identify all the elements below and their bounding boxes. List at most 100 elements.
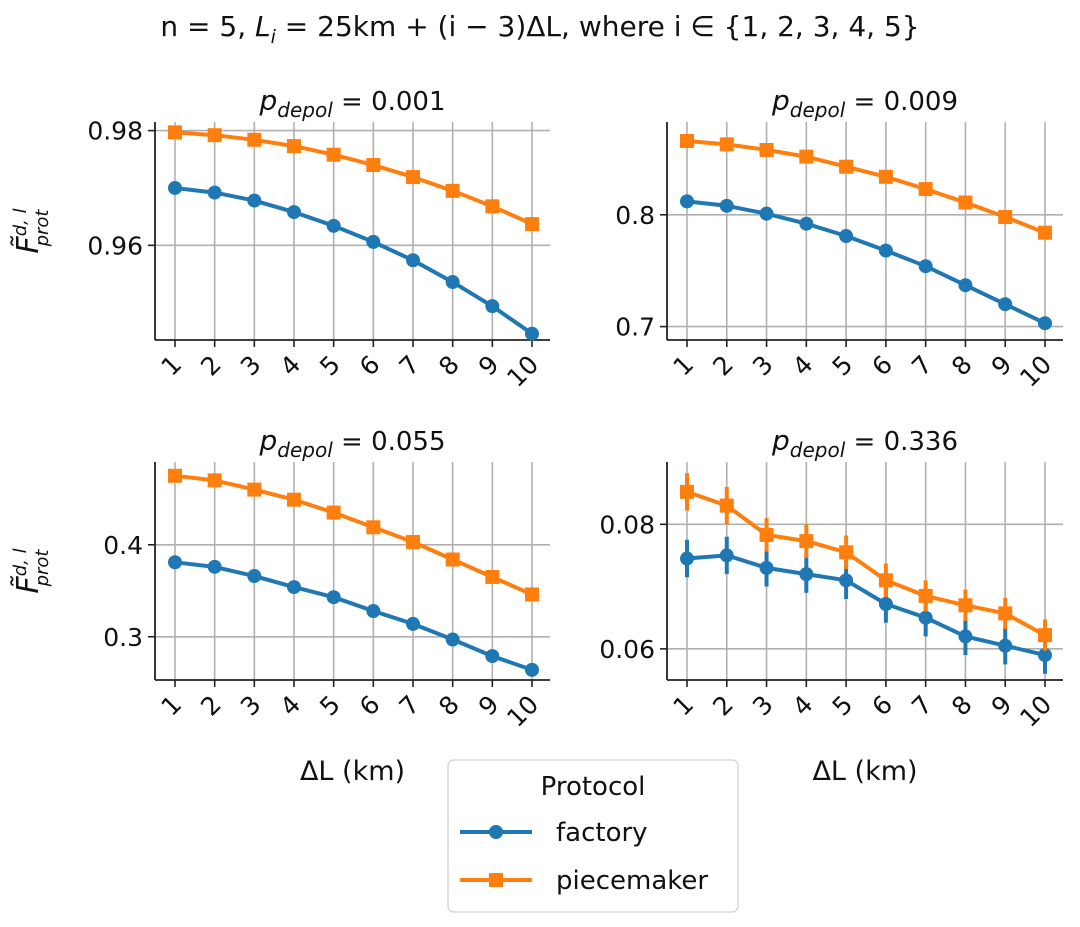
title-value: = 0.001 — [333, 87, 446, 117]
series-line-piecemaker — [174, 130, 533, 226]
title-param-main: p — [771, 424, 790, 457]
data-point-circle — [918, 610, 933, 625]
data-point-circle — [207, 559, 222, 574]
data-point-square — [878, 169, 893, 184]
ylabel-sup: d, l — [10, 208, 31, 236]
data-point-circle — [445, 275, 460, 290]
data-point-circle — [799, 567, 814, 582]
data-point-square — [878, 573, 893, 588]
x-tick-label: 1 — [667, 350, 699, 382]
data-point-circle — [998, 638, 1013, 653]
data-point-square — [247, 482, 262, 497]
data-point-square — [958, 195, 973, 210]
series-piecemaker — [168, 125, 539, 232]
data-point-square — [958, 598, 973, 613]
ylabel-main: F̃ — [11, 575, 46, 594]
x-tick-label: 9 — [473, 350, 505, 382]
y-tick-label: 0.08 — [599, 510, 655, 539]
x-tick-label: 5 — [314, 690, 346, 722]
panel-title: pdepol = 0.009 — [771, 84, 958, 122]
x-tick-label: 10 — [1014, 350, 1057, 393]
data-point-circle — [247, 569, 262, 584]
data-point-square — [719, 498, 734, 513]
data-point-circle — [485, 299, 500, 314]
data-point-circle — [406, 616, 420, 631]
data-point-circle — [366, 234, 381, 249]
suptitle-suffix: , where i ∈ {1, 2, 3, 4, 5} — [561, 10, 920, 43]
data-point-square — [839, 545, 854, 560]
data-point-circle — [247, 193, 262, 208]
data-point-circle — [719, 548, 734, 563]
data-point-circle — [958, 278, 973, 293]
data-point-square — [759, 527, 774, 542]
series-factory — [680, 194, 1052, 331]
panel-4: 0.06 0.08 1 2 3 4 5 6 7 8 910 pdepol = 0.336 ΔL (km) — [599, 424, 1063, 787]
data-point-circle — [366, 604, 381, 619]
data-point-square — [1038, 628, 1052, 643]
data-point-square — [918, 588, 933, 603]
data-point-square — [445, 552, 460, 567]
y-tick-label: 0.98 — [87, 117, 143, 146]
data-point-square — [366, 520, 381, 535]
data-point-circle — [1038, 648, 1052, 663]
x-tick-label: 5 — [827, 690, 859, 722]
legend-title: Protocol — [541, 772, 646, 802]
x-axis-label: ΔL (km) — [300, 756, 405, 787]
x-tick-label: 7 — [906, 350, 938, 382]
data-point-circle — [168, 555, 182, 570]
x-tick-label: 9 — [986, 350, 1018, 382]
x-tick-label: 10 — [1014, 690, 1057, 733]
data-point-circle — [839, 573, 854, 588]
ylabel-sub: prot — [32, 209, 53, 248]
data-point-circle — [406, 253, 420, 268]
ylabel-main: F̃ — [11, 235, 46, 254]
x-tick-label: 4 — [274, 690, 306, 722]
data-point-square — [998, 606, 1013, 621]
y-tick-label: 0.3 — [103, 623, 143, 652]
data-point-square — [207, 128, 222, 143]
data-point-square — [799, 149, 814, 164]
series-piecemaker — [680, 134, 1052, 240]
data-point-circle — [998, 297, 1013, 312]
legend: Protocol factory piecemaker — [447, 759, 739, 913]
data-point-circle — [1038, 316, 1052, 331]
data-point-circle — [799, 216, 814, 231]
x-tick-label: 2 — [195, 350, 227, 382]
x-tick-label: 2 — [195, 690, 227, 722]
x-tick-label: 3 — [747, 690, 779, 722]
data-point-square — [247, 132, 262, 147]
title-param-sub: depol — [277, 438, 333, 462]
data-point-square — [799, 534, 814, 549]
data-point-circle — [958, 629, 973, 644]
panel-2: 0.7 0.8 1 2 3 4 5 6 7 8 910 pdepol = 0.009 — [615, 84, 1063, 393]
series-line-piecemaker — [174, 473, 533, 597]
x-tick-label: 10 — [501, 690, 544, 733]
x-tick-label: 1 — [155, 350, 187, 382]
data-point-circle — [287, 205, 301, 220]
x-tick-label: 1 — [667, 690, 699, 722]
data-point-circle — [326, 218, 341, 233]
x-tick-label: 4 — [274, 350, 306, 382]
data-point-circle — [287, 580, 301, 595]
data-point-square — [287, 139, 301, 154]
title-value: = 0.055 — [333, 427, 446, 457]
x-tick-label: 5 — [827, 350, 859, 382]
x-tick-label: 3 — [235, 690, 267, 722]
x-tick-label: 8 — [433, 350, 465, 382]
data-point-square — [445, 183, 460, 198]
data-point-circle — [878, 243, 893, 258]
x-tick-label: 8 — [433, 690, 465, 722]
data-point-circle — [326, 590, 341, 605]
legend-entry-factory: factory — [556, 818, 648, 848]
title-value: = 0.336 — [845, 427, 958, 457]
x-tick-label: 9 — [986, 690, 1018, 722]
x-tick-label: 7 — [393, 690, 425, 722]
y-axis-label: F̃d, lprot — [10, 548, 53, 593]
data-point-circle — [918, 259, 933, 274]
data-point-circle — [878, 597, 893, 612]
series-factory — [680, 536, 1052, 674]
data-point-circle — [168, 180, 182, 195]
data-point-square — [366, 158, 381, 173]
x-tick-label: 10 — [501, 350, 544, 393]
